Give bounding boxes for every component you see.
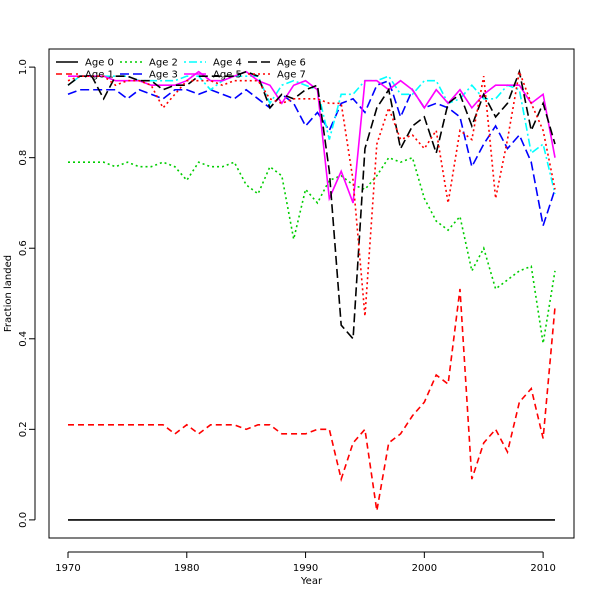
legend-label: Age 6 (277, 58, 306, 69)
x-axis: 1970 1980 1990 2000 2010 (55, 551, 556, 574)
legend-label: Age 1 (85, 70, 114, 81)
series-line-age-1 (68, 288, 556, 511)
plot-frame (48, 48, 575, 539)
legend-label: Age 3 (149, 70, 178, 81)
y-tick-label: 0.6 (18, 240, 29, 256)
y-tick-label: 0.2 (18, 421, 29, 437)
legend-label: Age 4 (213, 58, 242, 69)
series-line-age-7 (67, 68, 556, 317)
x-tick-label: 2010 (530, 563, 555, 574)
y-axis: 0.0 0.2 0.4 0.6 0.8 1.0 (18, 59, 36, 528)
series-line-age-3 (67, 79, 556, 226)
y-tick-label: 0.4 (18, 331, 29, 347)
x-tick-label: 1980 (174, 563, 199, 574)
legend-label: Age 0 (85, 58, 114, 69)
series-layer (67, 68, 556, 521)
x-axis-label: Year (300, 576, 323, 587)
y-tick-label: 0.0 (18, 512, 29, 528)
legend-label: Age 7 (277, 70, 306, 81)
legend-label: Age 2 (149, 58, 178, 69)
series-line-age-6 (67, 68, 556, 341)
y-axis-label: Fraction landed (3, 255, 14, 332)
y-tick-label: 1.0 (18, 59, 29, 75)
y-tick-label: 0.8 (18, 150, 29, 166)
x-tick-label: 1990 (293, 563, 318, 574)
x-tick-label: 1970 (55, 563, 80, 574)
legend-label: Age 5 (213, 70, 242, 81)
x-tick-label: 2000 (412, 563, 437, 574)
